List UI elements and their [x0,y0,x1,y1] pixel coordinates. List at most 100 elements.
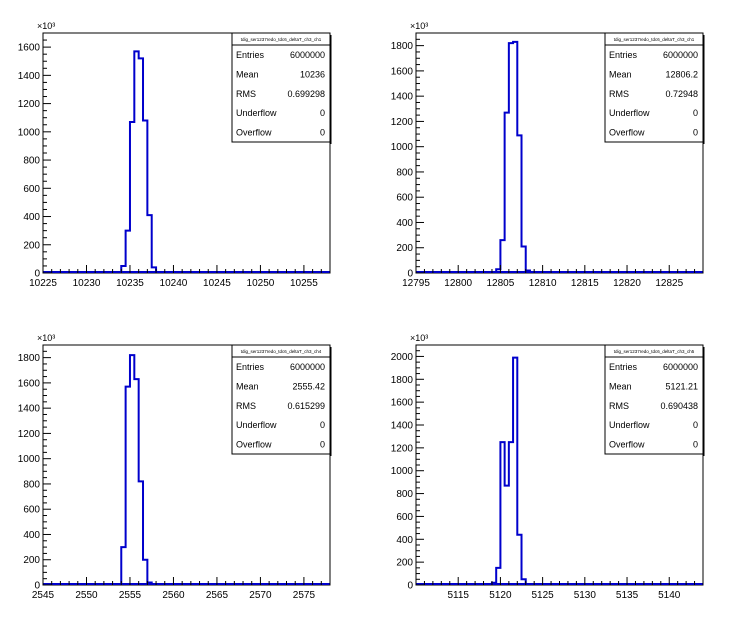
y-tick-label: 1400 [391,92,414,103]
y-tick-label: 1800 [18,353,41,364]
stats-value: 0.690438 [660,401,698,411]
stats-value: 0.615299 [287,401,325,411]
y-multiplier-label: ×10³ [37,333,55,343]
y-tick-label: 600 [396,512,413,523]
x-tick-label: 12795 [402,278,430,289]
stats-value: 0 [320,108,325,118]
stats-label: Mean [609,69,632,79]
stats-label: RMS [609,401,629,411]
stats-label: Overflow [609,128,645,138]
y-tick-label: 1800 [391,41,414,52]
stats-shadow [703,35,705,144]
x-tick-label: 10250 [247,278,275,289]
stats-box: tdig_ser1237redo_tdc6_deltaT_ch3_ch4 Entr… [231,344,332,456]
stats-label: Overflow [236,440,272,450]
histogram-panel: 2545 2550 2555 2560 2565 2570 2575 0 200 400 600 80… [18,333,332,601]
y-tick-label: 400 [396,218,413,229]
y-tick-label: 200 [396,558,413,569]
stats-value: 0 [693,440,698,450]
y-tick-label: 0 [407,581,413,592]
stats-label: Underflow [236,420,277,430]
stats-shadow [330,347,332,456]
y-tick-label: 1000 [391,142,414,153]
y-tick-label: 1400 [18,71,41,82]
x-tick-label: 12800 [444,278,472,289]
stats-label: RMS [236,89,256,99]
stats-label: Entries [236,50,265,60]
y-tick-label: 1600 [391,398,414,409]
stats-box: tdig_ser1237redo_tdc6_deltaT_ch3_ch5 Entr… [604,344,705,456]
stats-frame [604,32,704,143]
stats-value: 6000000 [290,362,325,372]
y-tick-label: 200 [23,555,40,566]
stats-value: 0 [320,440,325,450]
x-tick-label: 10230 [73,278,101,289]
y-tick-label: 1200 [391,117,414,128]
histogram-panel: 12795 12800 12805 12810 12815 12820 12825 0 200 4… [391,21,705,289]
stats-title: tdig_ser1237redo_tdc6_deltaT_ch3_ch5 [614,349,695,354]
stats-title: tdig_ser1237redo_tdc6_deltaT_ch3_ch1 [614,37,695,42]
stats-label: Entries [609,50,638,60]
stats-label: Entries [236,362,265,372]
y-tick-label: 1000 [18,454,41,465]
y-tick-label: 1000 [391,466,414,477]
stats-value: 0 [320,128,325,138]
stats-label: Underflow [236,108,277,118]
y-tick-label: 0 [407,269,413,280]
x-tick-label: 10245 [203,278,231,289]
y-tick-label: 1200 [391,443,414,454]
stats-value: 0 [693,420,698,430]
stats-label: Mean [236,69,259,79]
x-tick-label: 2560 [162,590,185,601]
stats-label: RMS [609,89,629,99]
stats-frame [231,344,331,455]
x-tick-label: 5120 [489,590,512,601]
histogram-series [495,40,531,273]
y-tick-label: 200 [396,243,413,254]
stats-label: Underflow [609,108,650,118]
y-tick-label: 2000 [391,352,414,363]
y-tick-label: 1400 [18,404,41,415]
y-tick-label: 1400 [391,421,414,432]
y-multiplier-label: ×10³ [410,333,428,343]
y-multiplier-label: ×10³ [410,21,428,31]
histogram-series [120,50,158,273]
y-tick-label: 600 [23,184,40,195]
y-tick-label: 0 [34,269,40,280]
stats-shadow [703,347,705,456]
stats-value: 0 [693,128,698,138]
stats-value: 10236 [300,69,325,79]
x-tick-label: 2575 [293,590,316,601]
y-tick-label: 1000 [18,127,41,138]
y-tick-label: 800 [396,489,413,500]
stats-value: 2555.42 [292,381,325,391]
y-tick-label: 800 [23,479,40,490]
histogram-series [490,356,527,585]
stats-value: 6000000 [290,50,325,60]
stats-label: Entries [609,362,638,372]
stats-box: tdig_ser1237redo_tdc6_deltaT_ch3_ch1 Entr… [231,32,332,144]
y-tick-label: 200 [23,240,40,251]
x-tick-label: 2550 [75,590,98,601]
x-tick-label: 5130 [574,590,597,601]
x-tick-label: 10240 [160,278,188,289]
x-tick-label: 10255 [290,278,318,289]
stats-title: tdig_ser1237redo_tdc6_deltaT_ch3_ch4 [241,349,322,354]
x-tick-label: 10235 [116,278,144,289]
stats-label: Underflow [609,420,650,430]
stats-value: 0.699298 [287,89,325,99]
stats-value: 6000000 [663,362,698,372]
histogram-panel: 5115 5120 5125 5130 5135 5140 0 200 400 600 800 100… [391,333,705,601]
x-tick-label: 5140 [658,590,681,601]
x-tick-label: 12810 [529,278,557,289]
stats-value: 0.72948 [665,89,698,99]
y-tick-label: 1600 [391,66,414,77]
x-tick-label: 5135 [616,590,639,601]
x-tick-label: 5115 [447,590,469,601]
histogram-panel: 10225 10230 10235 10240 10245 10250 10255 0 200 4… [18,21,332,289]
y-tick-label: 1800 [391,375,414,386]
y-tick-label: 400 [23,212,40,223]
stats-label: RMS [236,401,256,411]
y-tick-label: 400 [396,535,413,546]
